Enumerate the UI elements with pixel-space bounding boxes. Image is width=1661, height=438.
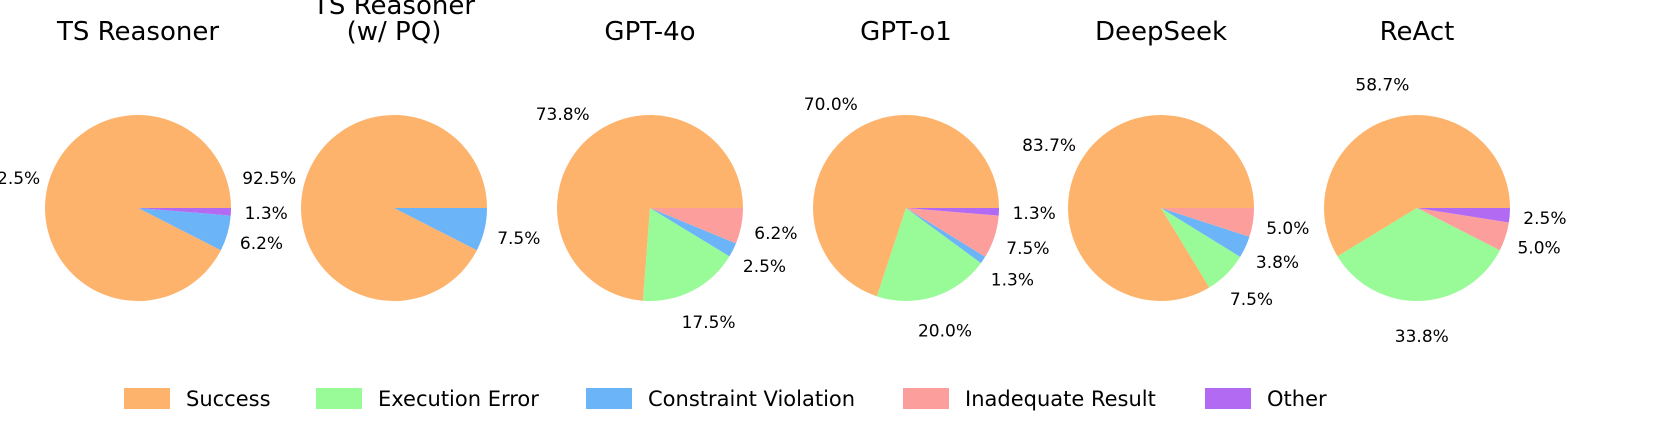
pie-charts: TS Reasoner92.5%6.2%1.3%TS Reasoner(w/ P… bbox=[0, 0, 1567, 347]
pct-label-inadequate-result: 7.5% bbox=[1006, 239, 1049, 259]
pct-label-constraint-violation: 3.8% bbox=[1256, 253, 1299, 273]
pie-slice-execution-error bbox=[1161, 208, 1241, 288]
legend-item-execution-error: Execution Error bbox=[316, 387, 539, 411]
legend-swatch bbox=[316, 388, 362, 409]
pie-slice-execution-error bbox=[642, 208, 730, 302]
pie-ts-reasoner: TS Reasoner 92.5% 6.2% 1.3% bbox=[0, 17, 288, 301]
pie-slice-constraint-violation bbox=[138, 208, 231, 251]
pie-slice-success bbox=[300, 114, 487, 301]
pct-label-constraint-violation: 7.5% bbox=[497, 229, 540, 249]
legend-item-constraint-violation: Constraint Violation bbox=[586, 387, 855, 411]
legend-label: Constraint Violation bbox=[648, 387, 855, 411]
pie-slice-success bbox=[45, 114, 231, 301]
chart-title: (w/ PQ) bbox=[347, 17, 442, 47]
legend-item-inadequate-result: Inadequate Result bbox=[903, 387, 1156, 411]
legend-label: Success bbox=[186, 387, 271, 411]
pie-slice-success bbox=[557, 115, 743, 301]
pie-slice-constraint-violation bbox=[906, 208, 986, 264]
pct-label-execution-error: 17.5% bbox=[682, 313, 736, 333]
pie-slice-inadequate-result bbox=[1161, 208, 1254, 237]
pie-slice-inadequate-result bbox=[650, 208, 743, 244]
pct-label-success: 58.7% bbox=[1355, 75, 1409, 95]
pie-slice-other bbox=[906, 208, 999, 216]
legend-swatch bbox=[586, 388, 632, 409]
pct-label-execution-error: 20.0% bbox=[918, 321, 972, 341]
legend-item-success: Success bbox=[124, 387, 271, 411]
pct-label-other: 1.3% bbox=[1013, 204, 1056, 224]
pie-slice-inadequate-result bbox=[1417, 208, 1509, 251]
chart-title: GPT-o1 bbox=[860, 17, 952, 47]
pct-label-constraint-violation: 6.2% bbox=[240, 234, 283, 254]
pct-label-success: 92.5% bbox=[0, 169, 40, 189]
pct-label-other: 1.3% bbox=[245, 204, 288, 224]
legend-swatch bbox=[1205, 388, 1251, 409]
pie-slice-execution-error bbox=[876, 208, 981, 302]
pct-label-constraint-violation: 2.5% bbox=[743, 257, 786, 277]
chart-title: DeepSeek bbox=[1095, 17, 1227, 47]
pie-slice-success bbox=[813, 114, 999, 297]
pct-label-execution-error: 7.5% bbox=[1230, 290, 1273, 310]
chart-title: ReAct bbox=[1380, 17, 1455, 47]
chart-title: TS Reasoner bbox=[56, 17, 219, 47]
legend-label: Other bbox=[1267, 387, 1327, 411]
pie-slice-other bbox=[1417, 208, 1510, 223]
pct-label-execution-error: 33.8% bbox=[1395, 327, 1449, 347]
pct-label-inadequate-result: 6.2% bbox=[754, 224, 797, 244]
pie-gpt-o1: GPT-o1 70.0% 20.0% 1.3% 7.5% 1.3% bbox=[804, 17, 1056, 341]
pie-slice-execution-error bbox=[1337, 208, 1500, 301]
pie-slice-success bbox=[1323, 115, 1510, 257]
pie-slice-constraint-violation bbox=[394, 208, 487, 251]
chart-title: TS Reasoner bbox=[312, 0, 475, 21]
legend-label: Inadequate Result bbox=[965, 387, 1156, 411]
pie-slice-constraint-violation bbox=[1161, 208, 1250, 257]
pie-slice-inadequate-result bbox=[906, 208, 999, 257]
pct-label-success: 83.7% bbox=[1022, 136, 1076, 156]
pct-label-success: 70.0% bbox=[804, 95, 858, 115]
pie-slice-constraint-violation bbox=[650, 208, 737, 257]
pie-deepseek: DeepSeek 83.7% 7.5% 3.8% 5.0% bbox=[1022, 17, 1309, 310]
legend: Success Execution Error Constraint Violati… bbox=[124, 387, 1327, 411]
pct-label-constraint-violation: 1.3% bbox=[991, 271, 1034, 291]
pct-label-success: 92.5% bbox=[242, 169, 296, 189]
pct-label-inadequate-result: 5.0% bbox=[1266, 219, 1309, 239]
pie-gpt-4o: GPT-4o 73.8% 17.5% 2.5% 6.2% bbox=[536, 17, 798, 333]
legend-swatch bbox=[903, 388, 949, 409]
pie-slice-success bbox=[1067, 115, 1254, 302]
legend-swatch bbox=[124, 388, 170, 409]
pie-react: ReAct 58.7% 33.8% 5.0% 2.5% bbox=[1323, 17, 1567, 347]
pct-label-other: 2.5% bbox=[1523, 209, 1566, 229]
legend-label: Execution Error bbox=[378, 387, 539, 411]
chart-title: GPT-4o bbox=[604, 17, 695, 47]
pie-slice-other bbox=[138, 208, 231, 216]
pct-label-success: 73.8% bbox=[536, 105, 590, 125]
legend-item-other: Other bbox=[1205, 387, 1327, 411]
pie-ts-reasoner-w-pq: TS Reasoner(w/ PQ) 92.5% 7.5% bbox=[242, 0, 540, 301]
pct-label-inadequate-result: 5.0% bbox=[1517, 239, 1560, 259]
